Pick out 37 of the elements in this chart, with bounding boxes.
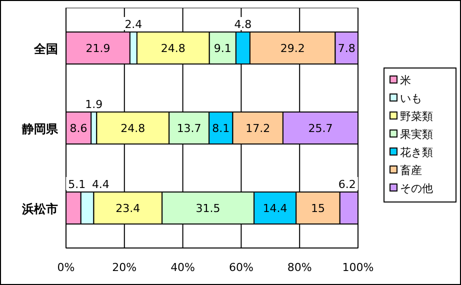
data-label: 15 <box>310 202 325 215</box>
legend-label: 畜産 <box>400 164 422 177</box>
data-label: 14.4 <box>262 202 288 215</box>
data-label: 13.7 <box>176 122 202 135</box>
x-tick-label: 0% <box>57 261 75 274</box>
y-tick-label: 全国 <box>33 42 58 56</box>
data-label: 6.2 <box>338 178 356 191</box>
data-label: 21.9 <box>86 42 110 55</box>
data-label: 31.5 <box>196 202 220 215</box>
legend-label: その他 <box>400 182 433 195</box>
data-label: 23.4 <box>116 202 140 215</box>
data-label: 24.8 <box>120 122 146 135</box>
data-label: 8.1 <box>212 122 230 135</box>
x-tick-label: 20% <box>112 261 137 274</box>
y-tick-label: 静岡県 <box>21 122 59 136</box>
legend-label: 花き類 <box>400 146 433 159</box>
legend-label: 米 <box>400 74 411 87</box>
x-tick-label: 100% <box>342 261 374 274</box>
data-label: 24.8 <box>160 42 186 55</box>
data-label: 8.6 <box>70 122 88 135</box>
data-label: 17.2 <box>246 122 270 135</box>
legend-label: 野菜類 <box>400 110 433 123</box>
x-tick-label: 60% <box>228 261 254 274</box>
data-label: 2.4 <box>124 18 142 31</box>
x-tick-label: 40% <box>170 261 196 274</box>
data-label: 4.4 <box>92 178 110 191</box>
data-label: 1.9 <box>85 98 103 111</box>
data-label: 7.8 <box>338 42 356 55</box>
data-label: 25.7 <box>308 122 333 135</box>
data-label: 4.8 <box>234 18 252 31</box>
data-label: 9.1 <box>214 42 232 55</box>
data-label: 5.1 <box>68 178 86 191</box>
x-tick-label: 80% <box>287 261 312 274</box>
legend-label: いも <box>400 92 422 105</box>
data-label: 29.2 <box>280 42 305 55</box>
y-tick-label: 浜松市 <box>21 202 58 216</box>
legend-label: 果実類 <box>400 128 433 141</box>
